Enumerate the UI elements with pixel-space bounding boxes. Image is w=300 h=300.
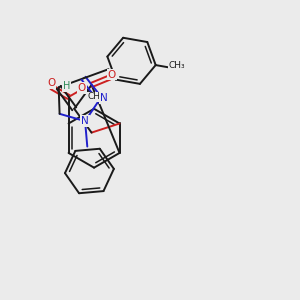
Text: N: N	[81, 116, 89, 126]
Text: O: O	[78, 83, 86, 93]
Text: O: O	[47, 78, 56, 88]
Text: CH₃: CH₃	[88, 92, 104, 101]
Text: CH₃: CH₃	[169, 61, 185, 70]
Text: O: O	[107, 70, 116, 80]
Text: H: H	[63, 81, 70, 92]
Text: N: N	[100, 93, 108, 103]
